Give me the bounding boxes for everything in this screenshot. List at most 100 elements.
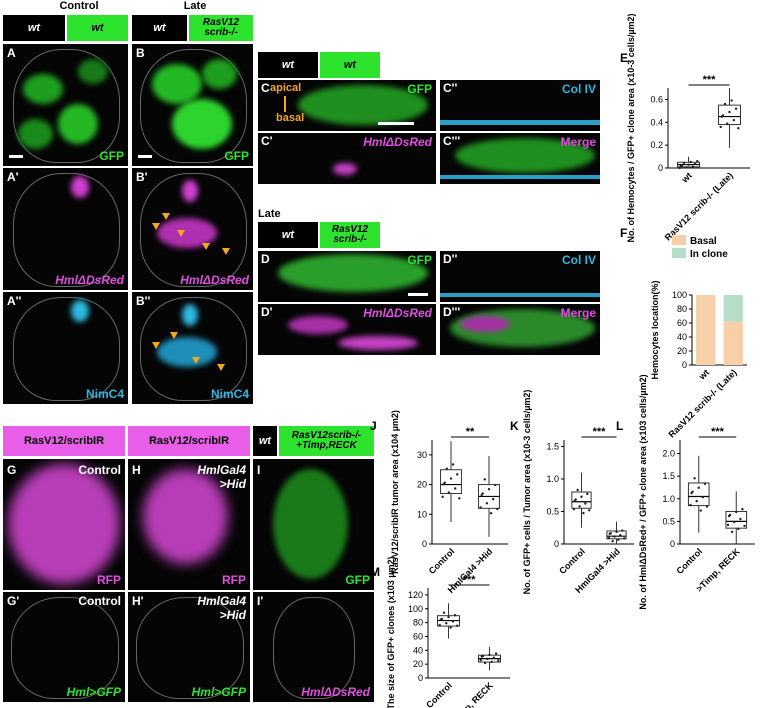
data-point-M	[438, 623, 441, 627]
wt-box-a-left: wt	[3, 15, 65, 41]
panel-a2: A'' NimC4	[3, 292, 128, 404]
legend-swatch	[672, 235, 686, 245]
y-tick-label: 0	[658, 163, 663, 173]
data-point-K	[582, 511, 585, 515]
y-tick-label: 0	[422, 539, 427, 549]
data-point-L	[693, 477, 696, 480]
data-point-E	[720, 115, 723, 118]
data-point-E	[734, 107, 738, 110]
gfp-signal	[78, 59, 108, 84]
panel-b1: B' HmlΔDsRed	[132, 168, 253, 290]
panel-label-c2: C''	[443, 81, 458, 95]
panel-a: A GFP	[3, 44, 128, 166]
scale-bar	[138, 155, 152, 158]
x-tick-label: Control	[427, 546, 457, 576]
y-tick-label: 10	[417, 509, 427, 519]
significance-label-M: ***	[463, 574, 477, 586]
channel-gfp: GFP	[407, 253, 432, 267]
panel-label-j: J	[370, 419, 377, 433]
y-axis-label-M: The size of GFP+ clones (x103 µm2)	[386, 557, 396, 708]
data-point-L	[730, 530, 734, 534]
panel-label-d: D	[261, 252, 270, 266]
data-point-K	[623, 537, 626, 540]
box-J	[440, 469, 462, 494]
data-point-K	[608, 532, 611, 535]
x-tick-label: Control	[557, 546, 587, 576]
panel-g1: G' Control Hml>GFP	[3, 592, 125, 702]
data-point-E	[732, 118, 736, 122]
channel-gfp: GFP	[345, 573, 370, 587]
data-point-L	[701, 495, 705, 499]
data-point-L	[699, 509, 703, 512]
data-point-L	[689, 503, 692, 507]
panel-b: B GFP	[132, 44, 253, 166]
arrowhead-icon	[170, 332, 178, 339]
data-point-M	[497, 659, 500, 662]
data-point-M	[490, 660, 493, 664]
bar-in-clone	[723, 295, 743, 322]
channel-hml-dsred: HmlΔDsRed	[301, 685, 370, 699]
data-point-K	[572, 508, 575, 511]
data-point-K	[613, 535, 616, 538]
scale-bar	[408, 293, 428, 296]
panel-b2: B'' NimC4	[132, 292, 253, 404]
y-tick-label: 0.5	[546, 507, 559, 517]
data-point-J	[453, 487, 457, 490]
data-point-K	[576, 488, 579, 492]
y-tick-label: 20	[417, 480, 427, 490]
panel-label-b: B	[136, 46, 145, 60]
data-point-E	[719, 125, 722, 129]
arrowhead-icon	[202, 243, 210, 250]
channel-hml-dsred: HmlΔDsRed	[363, 135, 432, 149]
data-point-M	[453, 614, 457, 617]
bar-basal	[723, 321, 743, 365]
data-point-L	[735, 510, 738, 514]
data-point-M	[439, 618, 442, 621]
ras-scrib-ir-label-g: RasV12/scribIR	[23, 435, 105, 447]
data-point-L	[741, 507, 744, 511]
legend-label: Basal	[690, 236, 717, 247]
data-point-J	[449, 477, 453, 480]
header-late-d: Late	[258, 208, 281, 220]
gfp-signal	[58, 104, 98, 144]
data-point-L	[743, 524, 746, 528]
data-point-J	[479, 506, 482, 509]
data-point-K	[621, 529, 624, 532]
data-point-E	[693, 162, 697, 166]
panel-label-d3: D'''	[443, 305, 461, 319]
data-point-E	[685, 166, 688, 169]
data-point-M	[451, 620, 455, 623]
channel-nimc4: NimC4	[210, 387, 249, 401]
data-point-L	[739, 517, 742, 521]
header-late: Late	[183, 0, 207, 12]
gfp-signal	[172, 99, 232, 149]
box-E	[718, 104, 741, 126]
data-point-E	[696, 160, 699, 163]
data-point-L	[737, 527, 740, 531]
y-tick-label: 40	[413, 645, 423, 655]
channel-col-iv: Col IV	[561, 82, 596, 96]
nimc4-signal	[182, 304, 198, 326]
data-point-E	[687, 163, 690, 166]
data-point-J	[480, 493, 483, 497]
y-tick-label: 0.2	[650, 140, 663, 150]
data-point-E	[682, 161, 686, 165]
y-tick-label: 100	[408, 604, 423, 614]
y-axis-label-L: No. of HmlΔDsRed+ / GFP+ clone area (x10…	[638, 374, 648, 609]
panel-label-d1: D'	[261, 305, 273, 319]
basement-membrane	[440, 293, 600, 297]
wt-box-d-left: wt	[258, 222, 318, 248]
y-tick-label: 0	[418, 673, 423, 683]
channel-hml-dsred: HmlΔDsRed	[180, 273, 249, 287]
nimc4-signal	[157, 337, 217, 367]
panel-i1: I' HmlΔDsRed	[253, 592, 374, 702]
hml-signal	[338, 336, 418, 350]
panel-label-i: I	[257, 463, 261, 477]
significance-label-L: ***	[711, 426, 725, 438]
data-point-M	[486, 657, 489, 661]
ras-box-b-label: RasV12 scrib-/-	[202, 17, 240, 38]
channel-hml-gfp: Hml>GFP	[66, 685, 121, 699]
hml-signal	[288, 316, 348, 334]
condition-control-g: Control	[78, 463, 121, 477]
panel-label-l: L	[616, 419, 623, 433]
